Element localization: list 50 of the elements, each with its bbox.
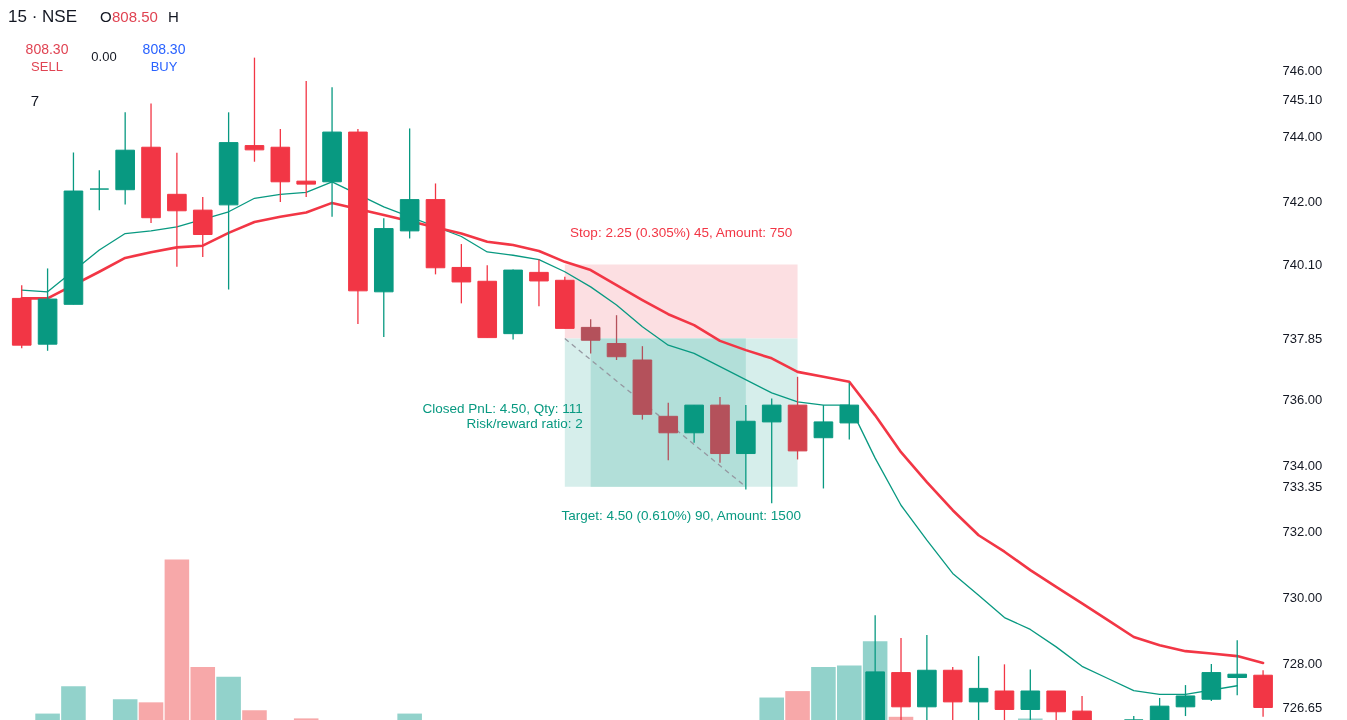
candlestick [968, 655, 989, 720]
annotation: 808.50 [112, 8, 158, 25]
y-tick-label: 745.10 [1282, 92, 1323, 108]
annotation: BUY [150, 59, 178, 74]
annotation: 808.30 [142, 41, 186, 57]
band-label: Target: 4.50 (0.610%) 90, Amount: 1500 [561, 507, 801, 523]
y-tick-label: 730.00 [1282, 589, 1323, 605]
y-tick-label: 733.35 [1282, 479, 1323, 495]
annotation: 808.30 [25, 41, 69, 57]
y-tick-label: 742.00 [1282, 194, 1323, 210]
y-tick-label: 740.10 [1282, 256, 1323, 272]
annotation: O [100, 8, 112, 25]
annotation: 0.00 [91, 49, 117, 64]
candlestick [296, 80, 317, 198]
candlestick [529, 258, 549, 307]
bar [138, 702, 164, 720]
candlestick [813, 404, 834, 490]
y-tick-label: 732.00 [1282, 523, 1323, 539]
bar [759, 697, 784, 720]
band-label: Stop: 2.25 (0.305%) 45, Amount: 750 [570, 225, 793, 241]
candlestick [451, 243, 472, 304]
candlestick [1149, 697, 1170, 720]
bar [397, 713, 422, 720]
candlestick [1046, 690, 1066, 720]
candlestick [606, 314, 627, 361]
candlestick [839, 382, 860, 441]
candlestick [1072, 695, 1092, 720]
candlestick [244, 56, 265, 163]
candlestick [658, 402, 679, 461]
bar [112, 699, 138, 720]
candlestick [1020, 668, 1041, 720]
annotation: H [168, 8, 179, 25]
band-label: Closed PnL: 4.50, Qty: 111 Risk/reward ratio: 2 [422, 400, 583, 432]
candlestick [994, 663, 1015, 720]
y-tick-label: 746.00 [1282, 62, 1323, 78]
bar [242, 710, 267, 720]
bar [216, 676, 241, 720]
y-tick-label: 744.00 [1282, 128, 1323, 144]
y-tick-label: 726.65 [1282, 699, 1323, 715]
y-tick-label: 736.00 [1282, 392, 1323, 408]
annotation: SELL [31, 59, 63, 74]
candlestick [89, 169, 110, 211]
y-tick-label: 737.85 [1282, 331, 1323, 347]
chart-title: 15 · NSE [8, 7, 77, 26]
y-tick-label: 728.00 [1282, 655, 1323, 671]
candlestick [580, 318, 601, 355]
annotation: 7 [30, 92, 40, 109]
bar [785, 691, 810, 720]
y-tick-label: 734.00 [1282, 457, 1323, 473]
candlestick [761, 397, 782, 504]
